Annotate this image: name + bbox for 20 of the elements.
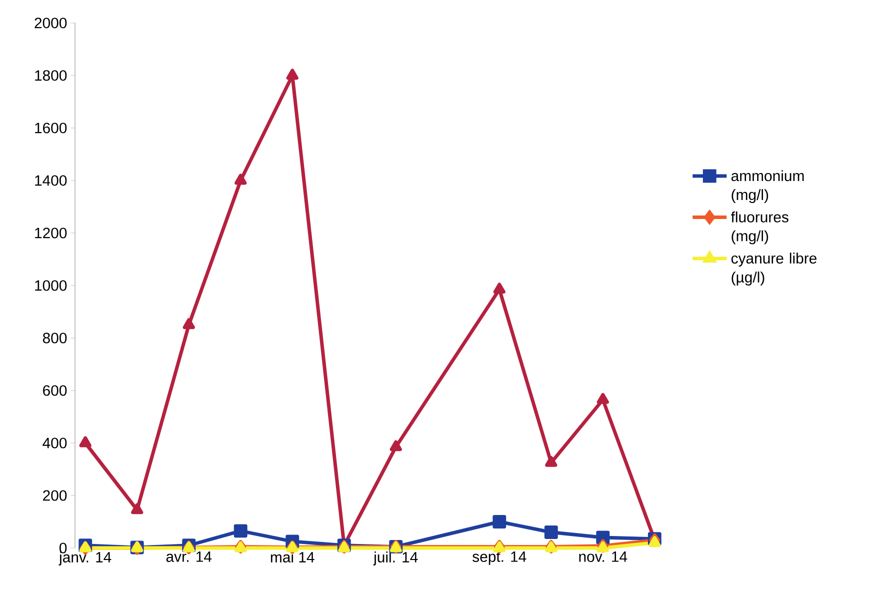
- legend-label: fluorures (mg/l): [731, 211, 788, 244]
- y-tick-label: 800: [42, 332, 67, 344]
- y-tick-label: 1200: [35, 228, 67, 238]
- x-tick-label: avr. 14: [166, 552, 212, 562]
- y-tick-label: 200: [43, 490, 67, 501]
- y-tick-label: 1400: [35, 175, 67, 186]
- y-tick-label: 2000: [34, 18, 67, 28]
- x-tick-label: mai 14: [270, 552, 314, 562]
- y-tick-label: 1000: [35, 280, 67, 291]
- y-tick-label: 400: [42, 438, 67, 448]
- legend-label: ammonium (mg/l): [731, 170, 804, 204]
- x-tick-label: juil. 14: [373, 552, 418, 566]
- x-tick-label: nov. 14: [579, 552, 628, 562]
- legend-label: cyanure libre (µg/l): [731, 252, 816, 286]
- y-tick-label: 600: [43, 385, 67, 396]
- y-tick-label: 1600: [35, 122, 67, 134]
- x-tick-label: sept. 14: [472, 552, 526, 565]
- y-tick-label: 0: [59, 542, 67, 554]
- x-tick-label: janv. 14: [58, 552, 112, 566]
- y-tick-label: 1800: [35, 70, 67, 81]
